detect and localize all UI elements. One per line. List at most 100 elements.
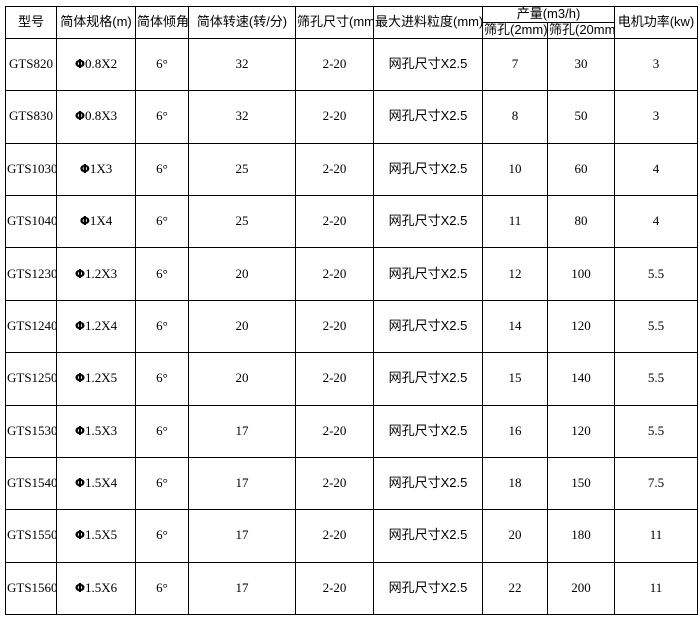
motor-power-cell: 5.5 xyxy=(614,404,698,458)
diameter-phi-symbol: Φ xyxy=(74,580,86,595)
barrel-angle-cell: 6° xyxy=(135,404,189,458)
max-feed-size-cell: 网孔尺寸X2.5 xyxy=(373,404,483,458)
max-feed-size-cell: 网孔尺寸X2.5 xyxy=(373,561,483,616)
table-row: GTS1560 Φ1.5X6 6° 17 2-20 网孔尺寸X2.5 22 200 11 xyxy=(5,561,698,616)
output-2mm-cell: 11 xyxy=(482,194,548,249)
model-cell: GTS1550 xyxy=(5,509,57,563)
diameter-phi-symbol: Φ xyxy=(74,476,86,491)
model-cell: GTS830 xyxy=(5,90,57,144)
diameter-phi-symbol: Φ xyxy=(74,528,86,543)
output-20mm-cell: 120 xyxy=(547,299,615,354)
max-feed-size-cell: 网孔尺寸X2.5 xyxy=(373,299,483,354)
barrel-speed-cell: 32 xyxy=(188,90,296,144)
specification-table-container: 型号 简体规格(m) 简体倾角 简体转速(转/分) 筛孔尺寸(mm) 最大进料粒… xyxy=(5,6,698,616)
trommel-screen-specification-table: 型号 简体规格(m) 简体倾角 简体转速(转/分) 筛孔尺寸(mm) 最大进料粒… xyxy=(5,6,698,616)
max-feed-size-cell: 网孔尺寸X2.5 xyxy=(373,247,483,301)
table-header: 型号 简体规格(m) 简体倾角 简体转速(转/分) 筛孔尺寸(mm) 最大进料粒… xyxy=(5,6,698,39)
barrel-spec-cell: Φ1.2X3 xyxy=(56,247,136,301)
diameter-phi-symbol: Φ xyxy=(79,214,90,229)
model-cell: GTS1230 xyxy=(5,247,57,301)
output-20mm-cell: 120 xyxy=(547,404,615,458)
column-header-model: 型号 xyxy=(5,6,57,39)
column-header-barrel-spec: 简体规格(m) xyxy=(56,6,136,39)
barrel-speed-cell: 20 xyxy=(188,299,296,354)
output-2mm-cell: 8 xyxy=(482,90,548,144)
motor-power-cell: 3 xyxy=(614,37,698,92)
motor-power-cell: 4 xyxy=(614,194,698,249)
barrel-angle-cell: 6° xyxy=(135,247,189,301)
output-2mm-cell: 7 xyxy=(482,37,548,92)
barrel-spec-cell: Φ0.8X3 xyxy=(56,90,136,144)
motor-power-cell: 11 xyxy=(614,561,698,616)
screen-hole-size-cell: 2-20 xyxy=(295,37,374,92)
barrel-angle-cell: 6° xyxy=(135,352,189,406)
model-cell: GTS1240 xyxy=(5,299,57,354)
screen-hole-size-cell: 2-20 xyxy=(295,90,374,144)
barrel-speed-cell: 17 xyxy=(188,456,296,511)
output-20mm-cell: 50 xyxy=(547,90,615,144)
barrel-angle-cell: 6° xyxy=(135,142,189,197)
output-2mm-cell: 10 xyxy=(482,142,548,197)
model-cell: GTS820 xyxy=(5,37,57,92)
barrel-speed-cell: 25 xyxy=(188,142,296,197)
barrel-angle-cell: 6° xyxy=(135,456,189,511)
screen-hole-size-cell: 2-20 xyxy=(295,299,374,354)
output-2mm-cell: 14 xyxy=(482,299,548,354)
table-row: GTS1550 Φ1.5X5 6° 17 2-20 网孔尺寸X2.5 20 180 11 xyxy=(5,509,698,563)
screen-hole-size-cell: 2-20 xyxy=(295,142,374,197)
model-cell: GTS1030 xyxy=(5,142,57,197)
table-row: GTS1250 Φ1.2X5 6° 20 2-20 网孔尺寸X2.5 15 140 5.5 xyxy=(5,352,698,406)
screen-hole-size-cell: 2-20 xyxy=(295,352,374,406)
column-header-barrel-speed: 简体转速(转/分) xyxy=(188,6,296,39)
max-feed-size-cell: 网孔尺寸X2.5 xyxy=(373,509,483,563)
max-feed-size-cell: 网孔尺寸X2.5 xyxy=(373,37,483,92)
screen-hole-size-cell: 2-20 xyxy=(295,194,374,249)
table-row: GTS830 Φ0.8X3 6° 32 2-20 网孔尺寸X2.5 8 50 3 xyxy=(5,90,698,144)
diameter-phi-symbol: Φ xyxy=(79,161,90,176)
barrel-spec-cell: Φ1.5X3 xyxy=(56,404,136,458)
table-row: GTS1030 Φ1X3 6° 25 2-20 网孔尺寸X2.5 10 60 4 xyxy=(5,142,698,197)
output-20mm-cell: 30 xyxy=(547,37,615,92)
column-header-max-feed-size: 最大进料粒度(mm) xyxy=(373,6,483,39)
table-row: GTS1540 Φ1.5X4 6° 17 2-20 网孔尺寸X2.5 18 150 7.5 xyxy=(5,456,698,511)
diameter-phi-symbol: Φ xyxy=(74,109,86,124)
screen-hole-size-cell: 2-20 xyxy=(295,509,374,563)
screen-hole-size-cell: 2-20 xyxy=(295,561,374,616)
output-20mm-cell: 200 xyxy=(547,561,615,616)
column-header-output-20mm: 筛孔(20mm) xyxy=(547,21,615,39)
motor-power-cell: 4 xyxy=(614,142,698,197)
diameter-phi-symbol: Φ xyxy=(74,57,86,72)
output-2mm-cell: 22 xyxy=(482,561,548,616)
header-row-primary: 型号 简体规格(m) 简体倾角 简体转速(转/分) 筛孔尺寸(mm) 最大进料粒… xyxy=(5,6,698,39)
table-row: GTS820 Φ0.8X2 6° 32 2-20 网孔尺寸X2.5 7 30 3 xyxy=(5,37,698,92)
model-cell: GTS1560 xyxy=(5,561,57,616)
table-body: GTS820 Φ0.8X2 6° 32 2-20 网孔尺寸X2.5 7 30 3 GTS830 Φ0… xyxy=(5,37,698,616)
output-2mm-cell: 20 xyxy=(482,509,548,563)
diameter-phi-symbol: Φ xyxy=(74,423,86,438)
motor-power-cell: 7.5 xyxy=(614,456,698,511)
barrel-spec-cell: Φ1X3 xyxy=(56,142,136,197)
barrel-angle-cell: 6° xyxy=(135,509,189,563)
output-20mm-cell: 180 xyxy=(547,509,615,563)
max-feed-size-cell: 网孔尺寸X2.5 xyxy=(373,142,483,197)
barrel-spec-cell: Φ1.2X5 xyxy=(56,352,136,406)
motor-power-cell: 5.5 xyxy=(614,352,698,406)
output-2mm-cell: 18 xyxy=(482,456,548,511)
barrel-spec-cell: Φ1.5X4 xyxy=(56,456,136,511)
barrel-speed-cell: 17 xyxy=(188,509,296,563)
model-cell: GTS1250 xyxy=(5,352,57,406)
column-header-screen-hole-size: 筛孔尺寸(mm) xyxy=(295,6,374,39)
output-20mm-cell: 140 xyxy=(547,352,615,406)
output-20mm-cell: 100 xyxy=(547,247,615,301)
barrel-spec-cell: Φ1.2X4 xyxy=(56,299,136,354)
output-20mm-cell: 150 xyxy=(547,456,615,511)
barrel-spec-cell: Φ0.8X2 xyxy=(56,37,136,92)
column-header-motor-power: 电机功率(kw) xyxy=(614,6,698,39)
motor-power-cell: 3 xyxy=(614,90,698,144)
barrel-speed-cell: 25 xyxy=(188,194,296,249)
barrel-spec-cell: Φ1.5X5 xyxy=(56,509,136,563)
max-feed-size-cell: 网孔尺寸X2.5 xyxy=(373,352,483,406)
max-feed-size-cell: 网孔尺寸X2.5 xyxy=(373,90,483,144)
output-20mm-cell: 60 xyxy=(547,142,615,197)
table-row: GTS1240 Φ1.2X4 6° 20 2-20 网孔尺寸X2.5 14 120 5.5 xyxy=(5,299,698,354)
